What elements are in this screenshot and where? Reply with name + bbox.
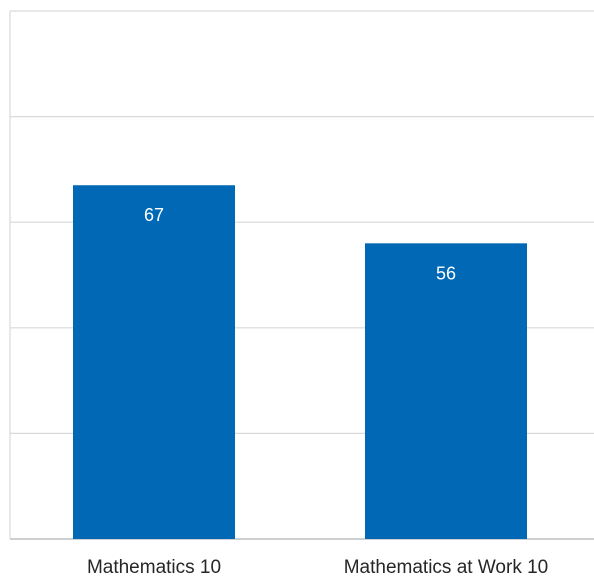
category-labels: Mathematics 10 Mathematics at Work 10 [87,557,548,578]
category-label: Mathematics at Work 10 [344,557,549,578]
bar [73,185,235,540]
bar-value-label: 67 [144,205,164,225]
bars [73,185,527,540]
data-labels: 67 56 [144,205,456,283]
bar-value-label: 56 [436,263,456,283]
category-label: Mathematics 10 [87,557,221,578]
bar [365,243,527,539]
